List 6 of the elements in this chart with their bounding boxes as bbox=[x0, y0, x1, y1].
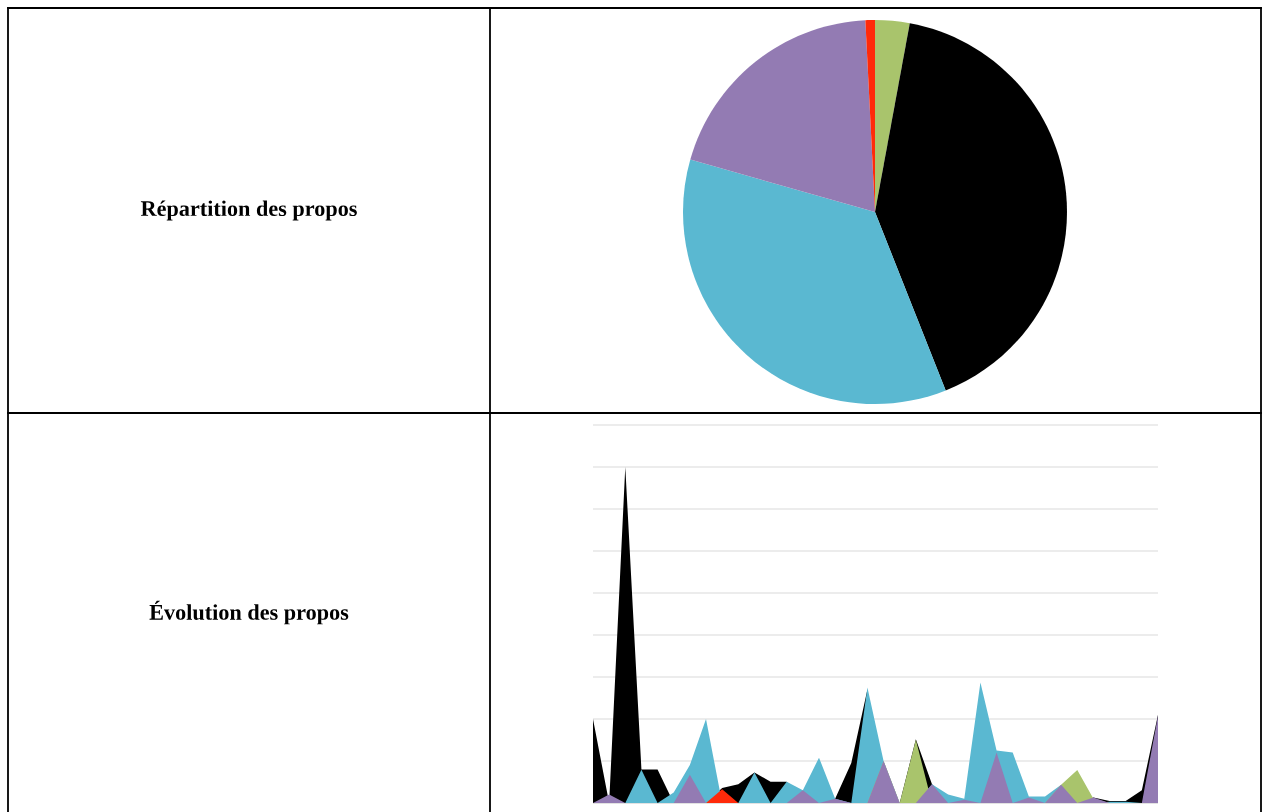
y-axis-title: Évolution des propos bbox=[149, 600, 349, 625]
pie-slice bbox=[875, 23, 1067, 391]
pie-slice bbox=[683, 159, 946, 404]
pie-slice bbox=[875, 20, 910, 212]
text: Répartition des propos bbox=[140, 200, 357, 221]
pie-slice bbox=[690, 20, 875, 212]
